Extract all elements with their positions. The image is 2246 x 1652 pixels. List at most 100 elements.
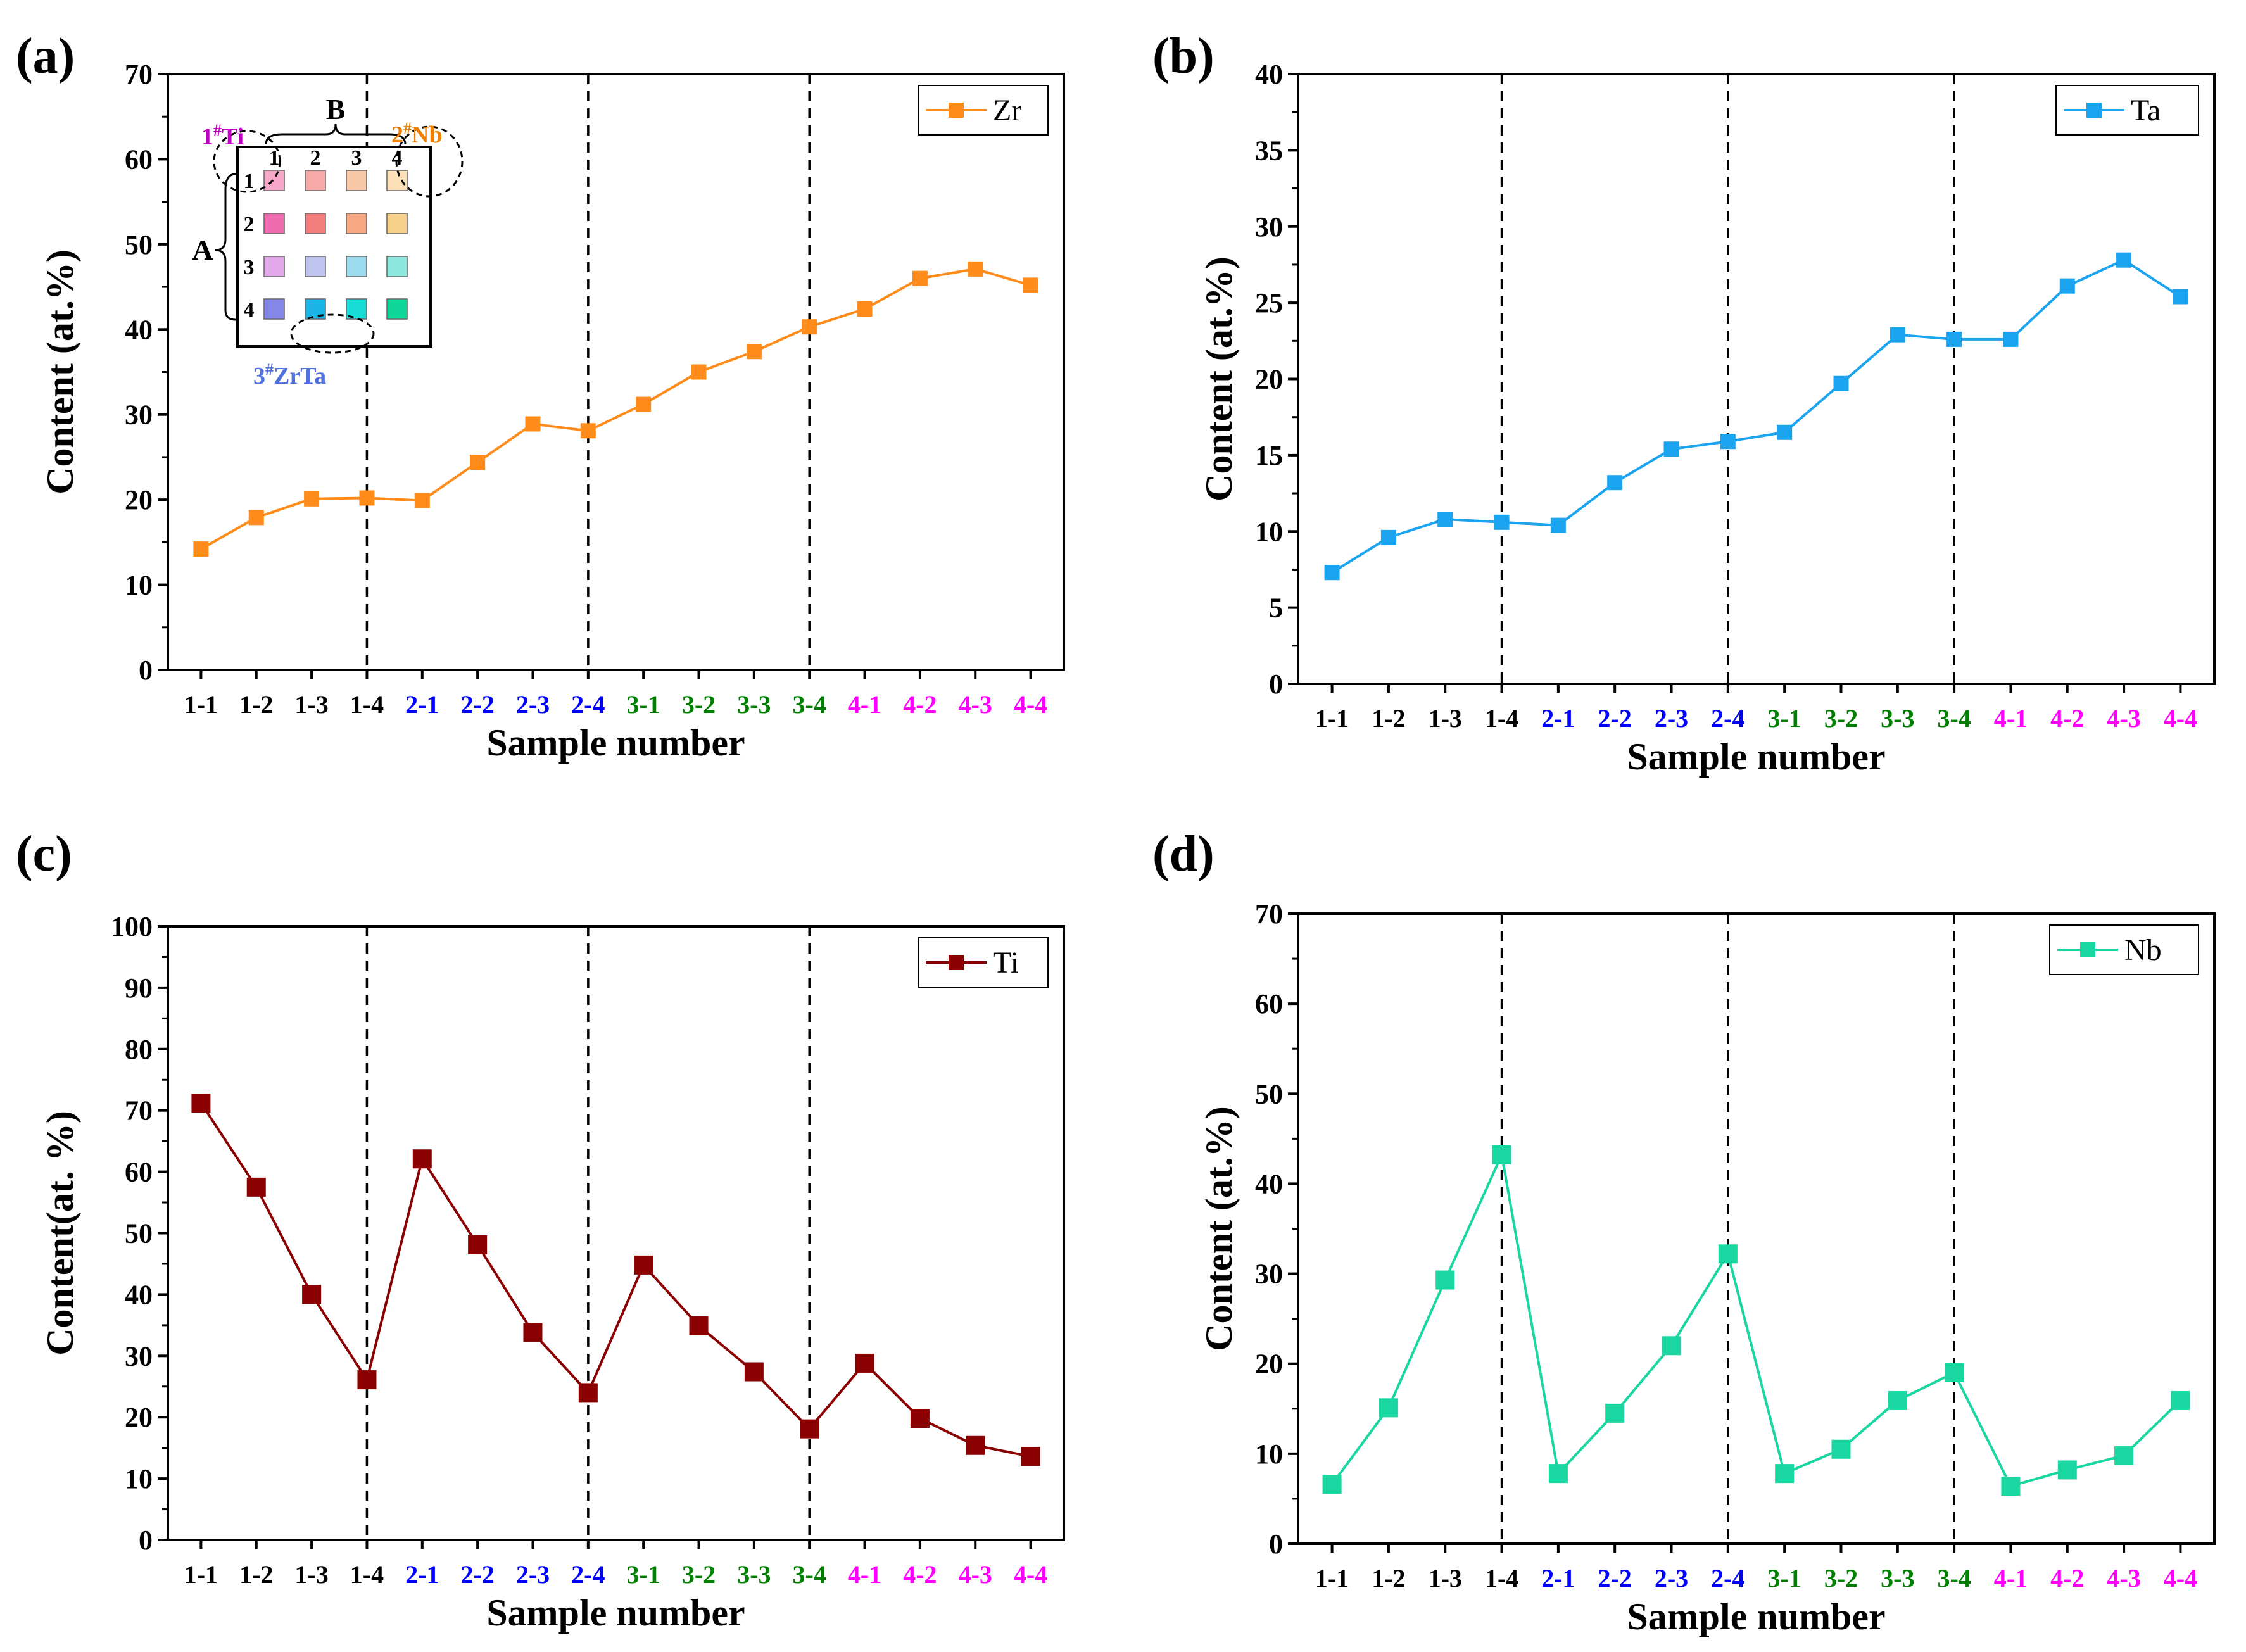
x-tick-label: 1-1 (184, 1560, 218, 1589)
inset-cell (386, 256, 408, 277)
legend-label: Nb (2124, 933, 2162, 967)
y-tick-label: 0 (1269, 1529, 1283, 1560)
y-tick-label: 80 (125, 1034, 153, 1065)
y-tick-label: 10 (1255, 1439, 1283, 1470)
data-point (1888, 1390, 1907, 1410)
data-point (910, 1409, 930, 1428)
inset-row-label: 4 (244, 298, 255, 322)
x-tick-label: 2-1 (405, 690, 439, 719)
panel-b: (b) 0 5 10 15 20 25 30 35 40 1-1 1-2 1-3 1-4 2-1 2-2 2-3… (1152, 28, 2216, 778)
data-point (1435, 1270, 1455, 1290)
x-tick-label: 3-2 (1824, 1564, 1858, 1592)
inset-row-label: 2 (244, 213, 255, 236)
data-point (1833, 375, 1849, 391)
data-point (2057, 1460, 2077, 1480)
y-tick-label: 60 (125, 1157, 153, 1188)
x-tick-label: 4-2 (2050, 704, 2084, 733)
inset-cell (305, 213, 326, 234)
data-point (1494, 514, 1510, 530)
data-point (912, 270, 928, 286)
y-tick-label: 40 (125, 314, 153, 345)
y-axis-title: Content(at. %) (39, 1111, 81, 1356)
legend-marker (2086, 103, 2102, 118)
x-tick-label: 2-4 (1711, 704, 1744, 733)
inset-cell (386, 213, 408, 234)
data-point (304, 491, 320, 507)
series-line (200, 267, 1032, 550)
x-tick-label: 4-2 (2050, 1564, 2084, 1592)
x-tick-label: 4-3 (2107, 704, 2140, 733)
x-tick-label: 3-4 (793, 690, 826, 719)
x-tick-label: 2-2 (1598, 704, 1632, 733)
x-tick-label: 3-1 (1767, 704, 1801, 733)
inset-row-label: 1 (244, 170, 255, 193)
data-point (1492, 1145, 1511, 1164)
data-point (1777, 424, 1793, 440)
y-tick-label: 60 (125, 144, 153, 175)
y-tick-label: 100 (111, 911, 153, 942)
panel-letter: (c) (16, 826, 72, 882)
data-point (1663, 441, 1679, 457)
x-tick-label: 3-3 (737, 690, 771, 719)
inset-cell (305, 170, 326, 191)
y-tick-label: 35 (1255, 135, 1283, 166)
data-point (2001, 1477, 2021, 1496)
x-tick-label: 1-2 (239, 690, 273, 719)
data-point (746, 344, 762, 360)
x-tick-label: 2-1 (1541, 704, 1575, 733)
x-axis-title: Sample number (1627, 736, 1885, 778)
x-tick-label: 1-2 (239, 1560, 273, 1589)
y-tick-label: 10 (125, 1463, 153, 1494)
data-point (359, 490, 375, 506)
x-tick-label: 1-3 (294, 1560, 328, 1589)
x-tick-label: 3-3 (1881, 1564, 1914, 1592)
x-tick-label: 1-1 (184, 690, 218, 719)
data-point (1023, 277, 1038, 293)
x-tick-label: 1-4 (1485, 1564, 1518, 1592)
x-tick-label: 2-3 (516, 1560, 550, 1589)
x-tick-label: 2-4 (571, 690, 605, 719)
data-point (1021, 1447, 1040, 1466)
x-tick-label: 4-1 (848, 690, 881, 719)
inset-column-label: 3 (351, 146, 362, 170)
y-tick-label: 15 (1255, 440, 1283, 471)
inset-cell (305, 256, 326, 277)
plot-frame (1297, 73, 2216, 685)
data-point (1322, 1475, 1342, 1494)
series-line (1331, 258, 2181, 574)
y-tick-label: 10 (125, 570, 153, 601)
x-tick-label: 1-1 (1315, 704, 1349, 733)
x-tick-label: 2-2 (460, 1560, 494, 1589)
data-point (691, 364, 707, 380)
inset-label-B: B (326, 93, 346, 125)
inset-cell (346, 170, 367, 191)
x-tick-label: 3-1 (1767, 1564, 1801, 1592)
y-tick-label: 40 (1255, 59, 1283, 90)
inset-cell (386, 170, 408, 191)
y-axis-title: Content (at.%) (39, 249, 81, 495)
inset-cell (346, 256, 367, 277)
y-tick-label: 0 (1269, 669, 1283, 700)
panel-letter: (a) (16, 28, 75, 84)
data-point (1605, 1403, 1625, 1423)
y-tick-label: 40 (1255, 1168, 1283, 1199)
y-tick-label: 20 (1255, 1349, 1283, 1380)
x-tick-label: 3-1 (627, 690, 660, 719)
x-axis-title: Sample number (486, 1592, 745, 1634)
y-tick-label: 50 (1255, 1078, 1283, 1109)
x-tick-label: 3-2 (682, 690, 716, 719)
x-tick-label: 3-2 (682, 1560, 716, 1589)
y-tick-label: 40 (125, 1279, 153, 1310)
x-tick-label: 3-1 (627, 1560, 660, 1589)
data-point (1437, 511, 1453, 527)
data-point (248, 510, 264, 526)
data-point (470, 454, 486, 470)
y-tick-label: 10 (1255, 516, 1283, 547)
data-point (1548, 1464, 1568, 1484)
panel-a: (a) 0 10 20 30 40 50 60 70 1-1 1-2 1-3 1-4 2-1 2-2 2-3 2… (16, 28, 1065, 764)
y-tick-label: 20 (125, 484, 153, 515)
y-tick-label: 0 (139, 1525, 153, 1556)
x-tick-label: 1-4 (350, 690, 384, 719)
data-point (1324, 565, 1340, 581)
y-tick-label: 20 (1255, 364, 1283, 395)
